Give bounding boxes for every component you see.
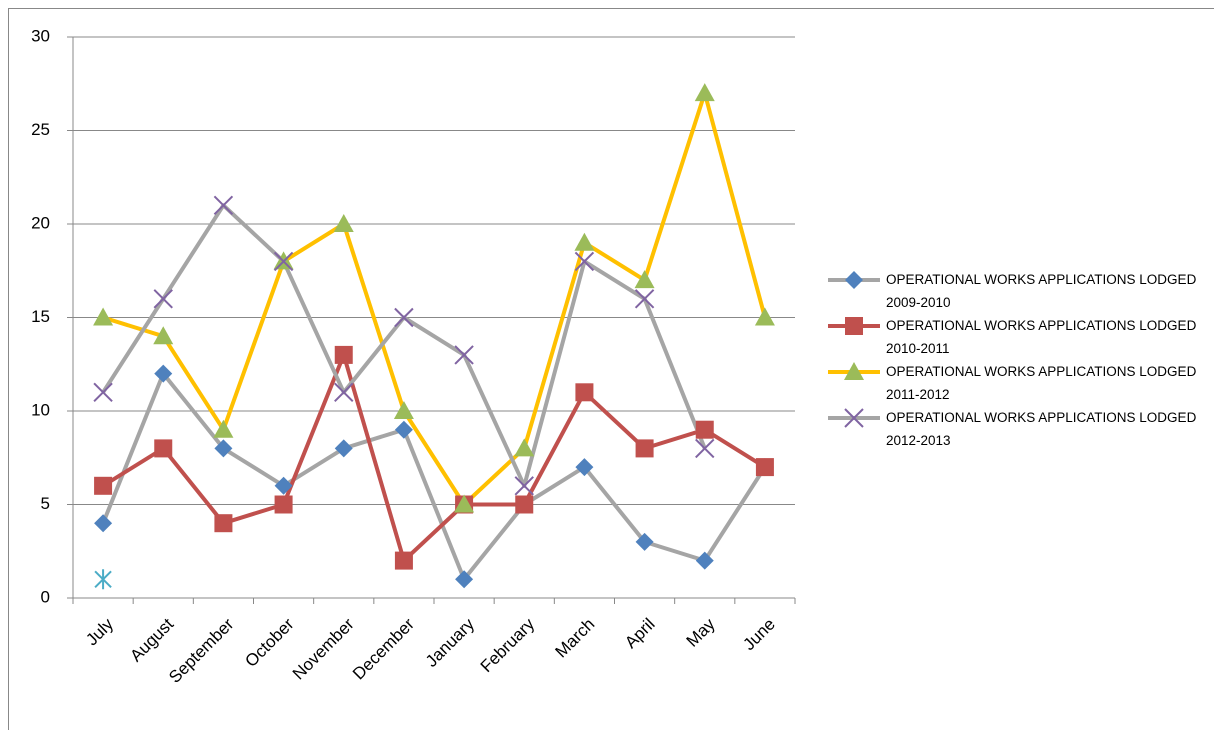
marker xyxy=(514,438,535,457)
x-tick-label: June xyxy=(739,615,779,655)
marker xyxy=(695,551,714,570)
marker xyxy=(515,495,534,514)
marker xyxy=(274,476,293,495)
marker xyxy=(274,495,293,514)
marker xyxy=(333,214,354,232)
marker xyxy=(635,532,654,551)
marker xyxy=(754,307,775,326)
marker xyxy=(93,307,114,326)
marker xyxy=(454,345,474,365)
marker xyxy=(695,438,715,459)
legend-marker xyxy=(844,408,864,428)
x-tick-label: December xyxy=(349,614,418,683)
marker xyxy=(635,439,654,458)
series-line xyxy=(101,371,767,582)
marker xyxy=(94,514,113,533)
x-tick-label: September xyxy=(165,614,237,686)
marker xyxy=(394,420,413,439)
legend-label: OPERATIONAL WORKS APPLICATIONS LODGED 20… xyxy=(886,410,1197,448)
series-line xyxy=(102,352,766,563)
series-line xyxy=(102,91,767,507)
marker xyxy=(454,494,475,513)
marker xyxy=(213,195,234,216)
marker xyxy=(634,289,655,309)
y-tick-label: 30 xyxy=(31,26,50,45)
marker xyxy=(213,419,234,438)
x-tick-label: April xyxy=(621,615,658,652)
marker xyxy=(93,382,113,403)
legend-label: OPERATIONAL WORKS APPLICATIONS LODGED 20… xyxy=(886,272,1197,310)
y-tick-label: 25 xyxy=(31,120,50,139)
marker xyxy=(514,476,534,496)
marker xyxy=(334,345,353,364)
marker xyxy=(153,326,174,345)
marker xyxy=(574,251,595,272)
marker xyxy=(394,307,414,328)
legend-marker xyxy=(844,362,864,380)
marker xyxy=(214,514,233,533)
y-tick-label: 20 xyxy=(31,213,50,232)
marker xyxy=(94,569,112,590)
y-tick-label: 0 xyxy=(41,587,50,606)
marker xyxy=(695,420,714,439)
marker xyxy=(214,439,233,458)
marker xyxy=(334,382,354,403)
marker xyxy=(755,458,774,477)
x-tick-label: March xyxy=(552,615,599,662)
x-tick-label: May xyxy=(683,614,719,650)
marker xyxy=(394,551,413,570)
x-tick-label: August xyxy=(126,614,177,665)
marker xyxy=(94,476,113,495)
x-tick-label: July xyxy=(82,614,117,649)
legend-label: OPERATIONAL WORKS APPLICATIONS LODGED 20… xyxy=(886,318,1197,356)
marker xyxy=(634,270,655,289)
marker xyxy=(154,364,173,383)
marker xyxy=(273,251,294,272)
marker xyxy=(334,439,353,458)
y-tick-label: 10 xyxy=(31,400,50,419)
marker xyxy=(153,289,173,309)
x-tick-label: February xyxy=(477,614,539,676)
y-tick-label: 5 xyxy=(41,494,50,513)
legend-marker xyxy=(845,271,863,289)
marker xyxy=(575,383,594,402)
x-tick-label: October xyxy=(241,614,297,670)
marker xyxy=(694,83,715,102)
marker xyxy=(575,458,594,477)
marker xyxy=(393,401,414,419)
y-tick-label: 15 xyxy=(31,307,50,326)
chart-frame xyxy=(8,8,1214,730)
series-line xyxy=(101,203,707,488)
marker xyxy=(455,570,474,589)
x-tick-label: November xyxy=(289,614,358,683)
marker xyxy=(154,439,173,458)
x-tick-label: January xyxy=(422,614,479,671)
legend-marker xyxy=(845,317,863,335)
marker xyxy=(574,232,595,251)
legend-label: OPERATIONAL WORKS APPLICATIONS LODGED 20… xyxy=(886,364,1197,402)
